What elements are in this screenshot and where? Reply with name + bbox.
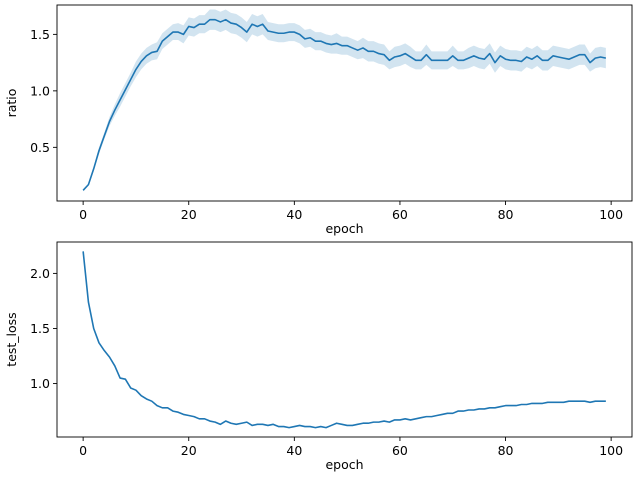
confidence-band — [83, 9, 606, 192]
y-tick-label: 2.0 — [30, 266, 50, 281]
x-tick-label: 80 — [498, 207, 514, 222]
series-line — [82, 18, 607, 191]
x-tick-label: 40 — [286, 443, 302, 458]
x-tick-label: 80 — [498, 443, 514, 458]
y-axis-label: ratio — [4, 89, 19, 118]
x-axis-label: epoch — [325, 457, 363, 472]
axes-frame — [56, 4, 633, 202]
y-tick-label: 0.5 — [30, 140, 50, 155]
y-tick-label: 1.5 — [30, 27, 50, 42]
x-tick-label: 0 — [79, 443, 87, 458]
y-tick-label: 1.5 — [30, 321, 50, 336]
series-line — [82, 251, 606, 429]
x-tick-label: 60 — [392, 443, 408, 458]
y-tick-label: 1.0 — [30, 83, 50, 98]
x-tick-label: 40 — [286, 207, 302, 222]
test-loss-chart: 0 20 40 60 80 100 1.0 1.5 2.0 epoch test_loss — [4, 241, 633, 472]
x-tick-label: 60 — [392, 207, 408, 222]
x-tick-label: 20 — [181, 443, 197, 458]
x-tick-label: 0 — [79, 207, 87, 222]
x-axis-label: epoch — [325, 221, 363, 236]
axes-frame — [56, 241, 633, 438]
x-tick-label: 20 — [181, 207, 197, 222]
y-axis-label: test_loss — [4, 312, 19, 366]
y-tick-label: 1.0 — [30, 376, 50, 391]
x-tick-label: 100 — [599, 443, 623, 458]
x-tick-label: 100 — [599, 207, 623, 222]
ratio-chart: 0 20 40 60 80 100 0.5 1.0 1.5 epoch ratio — [4, 4, 633, 236]
